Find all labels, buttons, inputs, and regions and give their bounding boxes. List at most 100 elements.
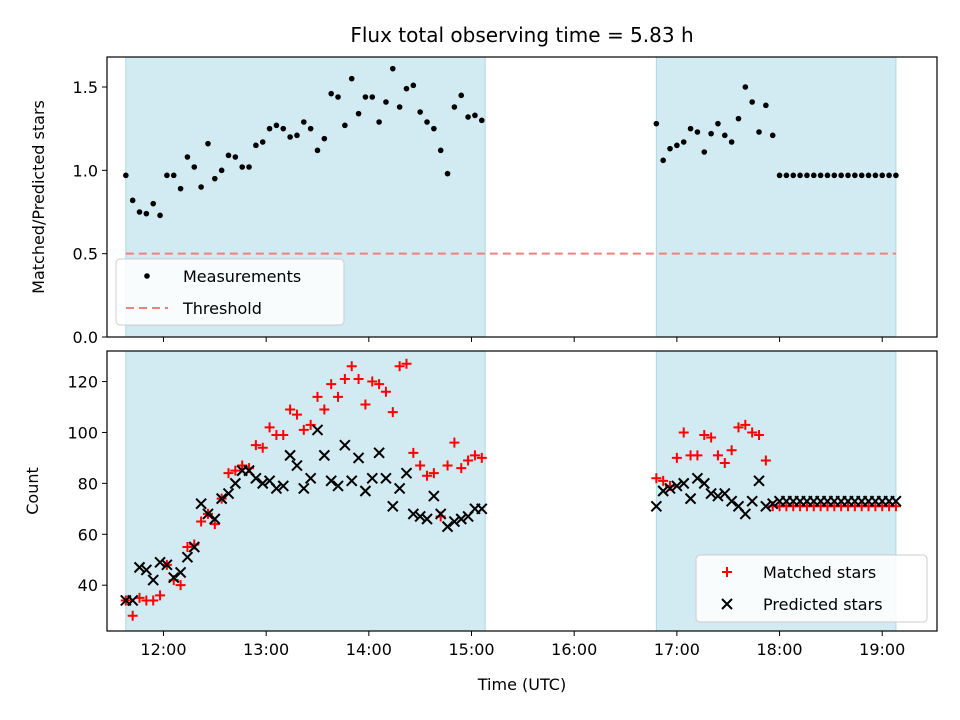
data-point [760, 500, 772, 512]
data-point [209, 519, 220, 530]
data-point [198, 184, 204, 190]
data-point [810, 172, 817, 179]
data-point [335, 94, 341, 100]
legend-box [115, 258, 345, 326]
data-point [369, 94, 376, 100]
data-point [360, 399, 371, 410]
data-point [725, 495, 738, 507]
data-point [143, 210, 150, 217]
data-point [783, 172, 790, 179]
data-point [476, 452, 487, 463]
legend-label: Threshold [182, 299, 262, 318]
data-point [698, 477, 710, 490]
data-point [389, 65, 396, 72]
data-point [653, 120, 660, 127]
data-point [195, 498, 207, 510]
y-tick-label: 60 [78, 525, 98, 544]
data-point [177, 185, 184, 192]
data-point [301, 119, 307, 125]
data-point [257, 442, 268, 453]
data-point [359, 485, 372, 497]
data-point [339, 439, 351, 451]
data-point [890, 501, 901, 512]
data-point [852, 172, 858, 179]
data-point [291, 459, 303, 472]
data-point [735, 115, 742, 122]
data-point [148, 595, 159, 606]
data-point [838, 172, 844, 179]
data-point [449, 437, 460, 448]
data-point [367, 376, 378, 387]
data-point [442, 460, 453, 471]
data-point [212, 175, 218, 182]
data-point [708, 130, 714, 137]
data-point [845, 172, 851, 179]
data-point [469, 450, 480, 461]
data-point [667, 145, 673, 152]
observing-window [655, 56, 897, 338]
data-point [417, 109, 423, 115]
data-point [671, 480, 683, 492]
data-point [175, 580, 186, 591]
legend-marker-x [721, 598, 733, 610]
data-point [831, 172, 838, 179]
data-point [161, 559, 173, 571]
data-point [376, 119, 382, 125]
series-measurements [123, 65, 899, 219]
data-point [858, 172, 865, 179]
data-point [380, 472, 392, 484]
data-point [366, 472, 378, 484]
data-point [127, 610, 138, 621]
data-point [230, 465, 241, 476]
data-point [170, 172, 177, 179]
data-point [451, 104, 458, 110]
data-point [280, 125, 287, 132]
data-point [465, 114, 471, 120]
data-point [191, 164, 198, 170]
y-tick-label: 80 [78, 474, 98, 493]
data-point [746, 495, 758, 507]
bottom-panel: 40 60 80 100 120 12:00 13:00 14:00 15:00 16:00 17:… [23, 350, 938, 659]
legend-marker-plus [722, 567, 732, 577]
data-point [893, 172, 899, 179]
data-point [674, 142, 680, 149]
data-point [712, 490, 724, 502]
x-tick-label: 19:00 [859, 640, 905, 659]
data-point [706, 432, 717, 443]
data-point [678, 477, 690, 490]
data-point [246, 164, 252, 170]
data-point [428, 468, 439, 479]
data-point [393, 482, 406, 495]
data-point [328, 90, 334, 97]
data-point [284, 449, 296, 462]
data-point [671, 452, 682, 463]
data-point [754, 430, 765, 440]
data-point [154, 556, 166, 568]
data-point [174, 566, 187, 579]
legend-box [695, 554, 928, 623]
legend-label: Predicted stars [763, 595, 883, 614]
data-point [253, 142, 259, 149]
data-point [478, 117, 485, 124]
y-axis-label: Matched/Predicted stars [29, 100, 48, 294]
data-point [215, 492, 228, 505]
y-tick-label: 1.0 [73, 161, 98, 180]
data-point [657, 485, 669, 497]
data-point [712, 450, 723, 461]
x-tick-label: 15:00 [448, 640, 494, 659]
data-point [184, 154, 191, 160]
data-point [804, 172, 810, 179]
data-point [658, 475, 669, 486]
data-point [431, 125, 437, 132]
data-point [415, 460, 426, 471]
data-point [824, 172, 831, 179]
x-tick-label: 12:00 [140, 640, 186, 659]
data-point [126, 594, 139, 607]
data-point [742, 84, 749, 90]
data-point [342, 122, 348, 129]
data-point [448, 515, 461, 528]
data-point [333, 391, 344, 402]
data-point [463, 455, 474, 466]
x-tick-label: 13:00 [243, 640, 289, 659]
top-panel: 0.0 0.5 1.0 1.5 Matched/Predicted stars Measu… [29, 56, 938, 347]
